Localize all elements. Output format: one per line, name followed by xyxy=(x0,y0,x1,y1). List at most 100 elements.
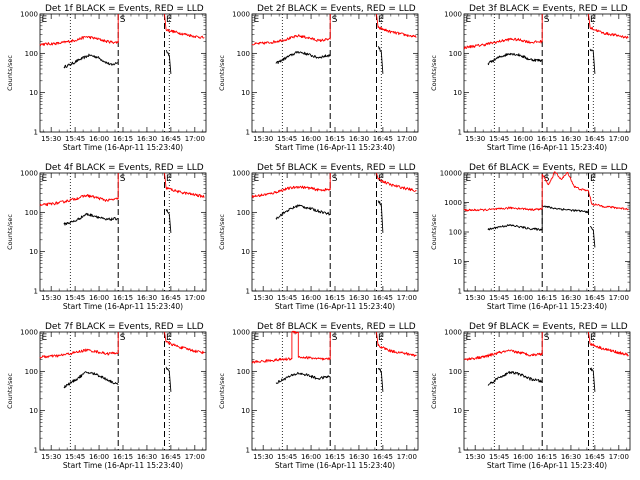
y-tick-label: 100 xyxy=(237,50,250,58)
events-series-line xyxy=(589,48,596,74)
x-tick-label: 16:15 xyxy=(537,135,557,143)
x-tick-label: 16:45 xyxy=(585,294,605,302)
x-axis-label: Start Time (16-Apr-11 15:23:40) xyxy=(275,143,395,152)
x-tick-label: 15:30 xyxy=(253,294,273,302)
y-axis-label: Counts/sec xyxy=(218,214,226,250)
x-tick-label: 15:30 xyxy=(41,453,61,461)
x-axis-label: Start Time (16-Apr-11 15:23:40) xyxy=(63,302,183,311)
x-tick-label: 15:30 xyxy=(253,135,273,143)
panel-title: Det 7f BLACK = Events, RED = LLD xyxy=(45,322,204,332)
lld-series-line xyxy=(588,13,629,39)
x-tick-label: 16:15 xyxy=(325,453,345,461)
y-tick-label: 1 xyxy=(34,447,38,455)
panel-title: Det 2f BLACK = Events, RED = LLD xyxy=(257,4,416,14)
y-tick-label: 1 xyxy=(246,288,250,296)
y-tick-label: 1 xyxy=(34,129,38,137)
marker-label: E xyxy=(378,333,384,343)
x-tick-label: 16:45 xyxy=(161,453,181,461)
marker-label: S xyxy=(120,15,126,25)
panel-title: Det 8f BLACK = Events, RED = LLD xyxy=(257,322,416,332)
events-series-line xyxy=(63,371,119,389)
panel-det-8: Det 8f BLACK = Events, RED = LLD 1 10 100 10… xyxy=(218,322,419,470)
x-tick-label: 16:00 xyxy=(513,294,533,302)
y-axis-label: Counts/sec xyxy=(218,55,226,91)
x-tick-label: 15:45 xyxy=(65,135,85,143)
y-tick-label: 1 xyxy=(246,447,250,455)
marker-label: E xyxy=(466,333,472,343)
panel-det-9: Det 9f BLACK = Events, RED = LLD 1 10 100 10… xyxy=(430,322,631,470)
marker-label: E xyxy=(166,333,172,343)
marker-label: E xyxy=(254,174,260,184)
x-tick-label: 15:45 xyxy=(277,135,297,143)
panel-det-4: Det 4f BLACK = Events, RED = LLD 1 10 100 10… xyxy=(6,163,207,311)
x-tick-label: 16:45 xyxy=(373,294,393,302)
y-tick-label: 10 xyxy=(453,258,462,266)
x-tick-label: 17:00 xyxy=(397,135,417,143)
marker-label: E xyxy=(590,15,596,25)
x-tick-label: 17:00 xyxy=(185,294,205,302)
lld-series-line xyxy=(164,172,205,198)
panel-det-3: Det 3f BLACK = Events, RED = LLD 1 10 100 10… xyxy=(430,4,631,152)
y-tick-label: 100 xyxy=(449,368,462,376)
x-axis-label: Start Time (16-Apr-11 15:23:40) xyxy=(487,302,607,311)
x-tick-label: 16:00 xyxy=(89,135,109,143)
x-tick-label: 16:30 xyxy=(561,294,581,302)
marker-label: S xyxy=(332,174,338,184)
x-tick-label: 16:15 xyxy=(113,294,133,302)
y-tick-label: 1000 xyxy=(444,199,462,207)
y-tick-label: 1 xyxy=(458,129,462,137)
x-axis-label: Start Time (16-Apr-11 15:23:40) xyxy=(63,143,183,152)
y-tick-label: 10 xyxy=(241,89,250,97)
lld-series-line xyxy=(39,332,119,359)
events-series-line xyxy=(589,367,596,392)
marker-label: E xyxy=(466,174,472,184)
y-tick-label: 100 xyxy=(25,209,38,217)
lld-series-line xyxy=(376,172,417,192)
x-tick-label: 17:00 xyxy=(397,453,417,461)
marker-label: S xyxy=(544,174,550,184)
plot-frame xyxy=(39,13,207,133)
marker-label: S xyxy=(120,174,126,184)
x-axis-label: Start Time (16-Apr-11 15:23:40) xyxy=(487,461,607,470)
events-series-line xyxy=(377,200,384,233)
events-series-line xyxy=(63,212,119,226)
panel-det-7: Det 7f BLACK = Events, RED = LLD 1 10 100 10… xyxy=(6,322,207,470)
x-tick-label: 16:00 xyxy=(513,453,533,461)
y-tick-label: 10000 xyxy=(440,170,462,178)
events-series-line xyxy=(275,371,331,384)
lld-series-line xyxy=(376,13,417,38)
events-series-line xyxy=(165,209,172,233)
x-tick-label: 16:30 xyxy=(349,135,369,143)
plot-frame xyxy=(463,13,631,133)
plot-frame xyxy=(463,172,631,292)
panel-det-6: Det 6f BLACK = Events, RED = LLD 1 10 100 10… xyxy=(430,163,631,311)
lld-series-line xyxy=(39,173,119,207)
x-tick-label: 15:30 xyxy=(465,294,485,302)
y-axis-label: Counts/sec xyxy=(6,373,14,409)
marker-label: E xyxy=(254,15,260,25)
y-tick-label: 1000 xyxy=(444,11,462,19)
y-tick-label: 100 xyxy=(449,50,462,58)
events-series-line xyxy=(487,204,589,231)
x-tick-label: 16:30 xyxy=(137,294,157,302)
lld-series-line xyxy=(463,332,543,361)
x-tick-label: 16:00 xyxy=(513,135,533,143)
marker-label: E xyxy=(42,333,48,343)
y-tick-label: 10 xyxy=(453,89,462,97)
y-tick-label: 1000 xyxy=(20,329,38,337)
plot-frame xyxy=(39,172,207,292)
x-tick-label: 15:45 xyxy=(277,294,297,302)
x-tick-label: 16:45 xyxy=(373,453,393,461)
x-tick-label: 17:00 xyxy=(609,135,629,143)
panel-title: Det 5f BLACK = Events, RED = LLD xyxy=(257,163,416,173)
panel-title: Det 3f BLACK = Events, RED = LLD xyxy=(469,4,628,14)
x-axis-label: Start Time (16-Apr-11 15:23:40) xyxy=(63,461,183,470)
x-tick-label: 17:00 xyxy=(185,135,205,143)
events-series-line xyxy=(377,46,384,74)
x-tick-label: 16:30 xyxy=(561,135,581,143)
lld-series-line xyxy=(376,331,417,357)
plot-frame xyxy=(251,331,419,451)
x-tick-label: 15:30 xyxy=(465,453,485,461)
y-tick-label: 1000 xyxy=(232,170,250,178)
